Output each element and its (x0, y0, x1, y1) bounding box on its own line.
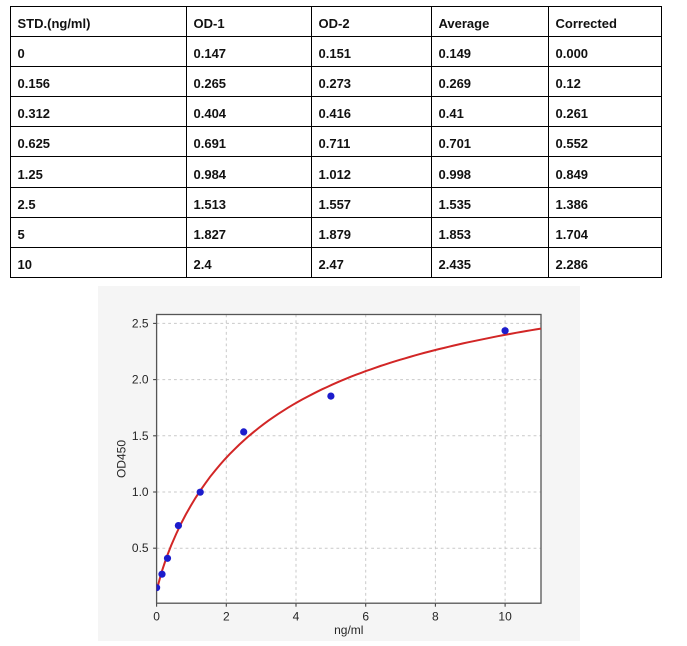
svg-text:0: 0 (153, 610, 160, 624)
svg-text:1.5: 1.5 (132, 429, 149, 443)
svg-text:10: 10 (498, 610, 512, 624)
svg-text:ng/ml: ng/ml (334, 623, 363, 637)
svg-text:OD450: OD450 (115, 440, 129, 478)
svg-text:8: 8 (432, 610, 439, 624)
svg-text:0.5: 0.5 (132, 541, 149, 555)
svg-text:6: 6 (362, 610, 369, 624)
svg-text:2.5: 2.5 (132, 316, 149, 330)
svg-text:2: 2 (223, 610, 230, 624)
svg-text:4: 4 (293, 610, 300, 624)
svg-text:1.0: 1.0 (132, 485, 149, 499)
svg-text:2.0: 2.0 (132, 373, 149, 387)
